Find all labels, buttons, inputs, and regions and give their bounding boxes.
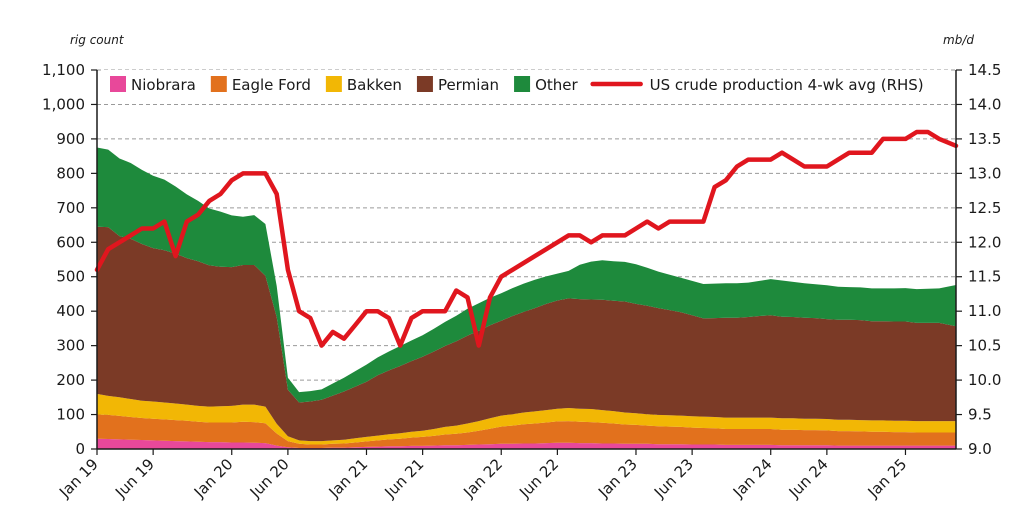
legend-label-eagle-ford: Eagle Ford: [232, 76, 311, 94]
legend-label-permian: Permian: [438, 76, 499, 94]
legend: Niobrara Eagle Ford Bakken Permian Other US c…: [102, 70, 950, 98]
y-left-tick-label: 700: [56, 199, 85, 217]
y-left-unit-label: rig count: [70, 33, 125, 47]
area-eagle-ford: [97, 414, 956, 448]
y-left-tick-label: 800: [56, 164, 85, 182]
legend-label-us-crude-production-4-wk-avg-rhs: US crude production 4-wk avg (RHS): [650, 76, 924, 94]
legend-swatch-eagle-ford: [210, 76, 227, 92]
y-right-tick-label: 11.5: [968, 268, 1001, 286]
x-tick-label: Jan 23: [594, 455, 641, 502]
legend-label-other: Other: [535, 76, 578, 94]
x-tick-label: Jan 24: [729, 455, 776, 502]
y-right-tick-label: 12.0: [968, 233, 1001, 251]
x-tick-label: Jun 21: [381, 455, 428, 502]
legend-label-bakken: Bakken: [347, 76, 402, 94]
area-bakken: [97, 393, 956, 445]
y-right-tick-label: 13.5: [968, 130, 1001, 148]
x-tick-label: Jan 21: [325, 455, 372, 502]
y-right-tick-label: 13.0: [968, 164, 1001, 182]
area-niobrara: [97, 438, 956, 449]
legend-label-niobrara: Niobrara: [131, 76, 196, 94]
x-tick-label: Jan 19: [55, 455, 102, 502]
y-right-tick-label: 9.0: [968, 440, 992, 458]
area-permian: [97, 226, 956, 442]
y-right-unit-label: mb/d: [943, 33, 974, 47]
x-tick-label: Jan 22: [459, 455, 506, 502]
area-other: [97, 147, 956, 403]
legend-swatch-niobrara: [110, 76, 126, 92]
y-right-tick-label: 14.5: [968, 61, 1001, 79]
production-line-layer: [94, 129, 959, 348]
y-left-tick-label: 500: [56, 268, 85, 286]
stacked-areas: [97, 147, 956, 449]
x-tick-label: Jun 24: [785, 455, 832, 502]
y-right-tick-label: 11.0: [968, 302, 1001, 320]
y-right-tick-label: 12.5: [968, 199, 1001, 217]
x-tick-label: Jun 19: [111, 455, 158, 502]
legend-swatch-bakken: [325, 76, 342, 92]
x-tick-label: Jan 25: [864, 455, 911, 502]
legend-swatch-permian: [416, 76, 433, 92]
y-left-tick-label: 1,100: [42, 61, 85, 79]
y-right-tick-label: 10.5: [968, 337, 1001, 355]
y-right-tick-label: 14.0: [968, 95, 1001, 113]
y-left-tick-label: 300: [56, 337, 85, 355]
legend-swatch-other: [514, 76, 531, 92]
y-right-tick-label: 10.0: [968, 371, 1001, 389]
y-left-tick-label: 200: [56, 371, 85, 389]
y-left-tick-label: 0: [75, 440, 85, 458]
y-left-tick-label: 600: [56, 233, 85, 251]
x-tick-label: Jun 22: [515, 455, 562, 502]
y-left-tick-label: 100: [56, 406, 85, 424]
x-tick-label: Jan 20: [190, 455, 237, 502]
y-left-tick-label: 400: [56, 302, 85, 320]
y-right-tick-label: 9.5: [968, 406, 992, 424]
y-left-tick-label: 900: [56, 130, 85, 148]
x-tick-label: Jun 23: [650, 455, 697, 502]
y-left-tick-label: 1,000: [42, 95, 85, 113]
x-tick-label: Jun 20: [246, 455, 293, 502]
us-crude-production-line: [94, 129, 959, 348]
